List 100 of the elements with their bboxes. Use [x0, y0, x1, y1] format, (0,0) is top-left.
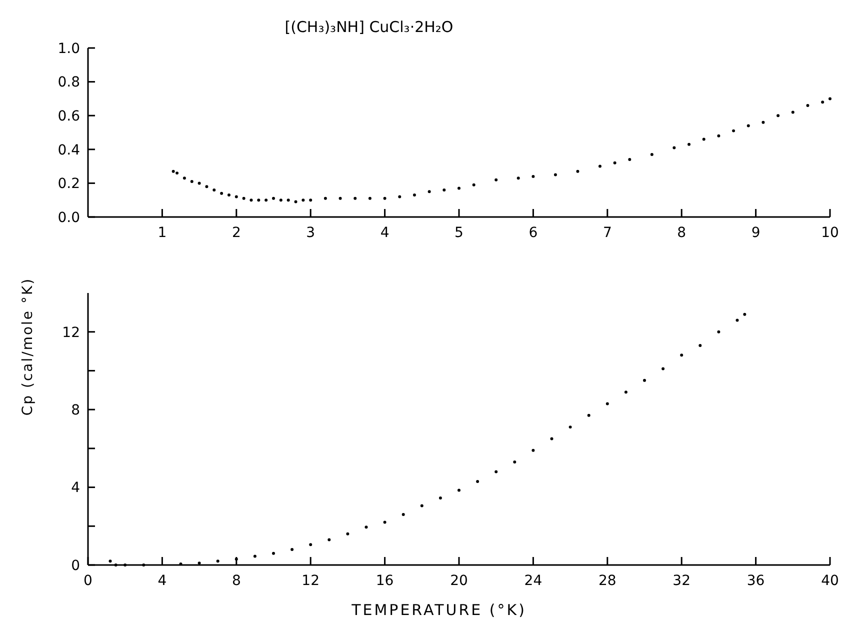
y-tick-label: 4 [71, 480, 80, 496]
point [108, 560, 112, 563]
point [198, 182, 201, 185]
point [643, 378, 646, 382]
point [364, 526, 368, 529]
point [791, 110, 794, 114]
y-tick-label: 0.6 [58, 108, 80, 124]
chart-title: [(CH₃)₃NH] CuCl₃·2H₂O [284, 18, 454, 36]
point [250, 198, 253, 202]
y-tick-label: 0.4 [58, 142, 80, 158]
x-tick-label: 2 [232, 225, 241, 241]
x-tick-label: 8 [232, 573, 241, 589]
x-tick-label: 8 [677, 225, 686, 241]
point [172, 170, 175, 173]
point [176, 172, 179, 175]
y-axis-title: Cp (cal/mole °K) [20, 277, 36, 416]
x-tick-label: 20 [450, 573, 468, 589]
point [494, 178, 498, 182]
point [587, 414, 590, 417]
point [532, 174, 535, 178]
point [428, 190, 431, 194]
point [680, 354, 684, 357]
point [114, 564, 118, 566]
point [476, 480, 480, 483]
point [272, 196, 275, 200]
point [286, 198, 290, 202]
point [216, 560, 220, 563]
point [458, 488, 460, 492]
y-tick-label: 1.0 [58, 40, 80, 57]
point [420, 504, 424, 508]
point [576, 170, 580, 173]
x-tick-label: 16 [376, 573, 394, 589]
point [554, 173, 557, 176]
point [294, 200, 298, 204]
point [776, 114, 780, 118]
point [532, 448, 535, 452]
x-tick-label: 4 [380, 225, 390, 241]
point [688, 142, 691, 146]
point [702, 138, 706, 141]
x-tick-label: 40 [821, 573, 839, 589]
x-tick-label: 32 [672, 573, 691, 589]
x-axis-title: TEMPERATURE (°K) [350, 601, 526, 619]
point [628, 158, 632, 162]
x-tick-label: 1 [158, 225, 167, 241]
point [354, 196, 357, 200]
point [650, 152, 654, 156]
point [383, 520, 386, 524]
point [472, 183, 476, 186]
point [513, 460, 516, 464]
point [242, 196, 246, 200]
point [234, 195, 238, 198]
x-tick-label: 4 [158, 573, 167, 589]
point [257, 198, 260, 202]
point [234, 558, 238, 561]
point [205, 185, 208, 188]
point [220, 192, 224, 195]
point [717, 330, 720, 334]
point [442, 188, 446, 192]
x-tick-label: 0 [84, 573, 92, 589]
x-tick-label: 6 [528, 225, 538, 241]
point [279, 198, 282, 202]
y-tick-label: 0.0 [58, 210, 80, 226]
point [828, 97, 832, 100]
point [272, 552, 275, 555]
point [302, 198, 305, 202]
point [438, 496, 442, 500]
x-tick-label: 36 [746, 573, 765, 589]
point [309, 198, 312, 202]
x-tick-label: 10 [821, 225, 839, 241]
point [662, 367, 665, 370]
point [568, 426, 572, 429]
point [398, 195, 402, 198]
x-tick-label: 9 [751, 225, 760, 241]
point [672, 146, 676, 150]
x-tick-label: 24 [524, 573, 542, 589]
point [550, 437, 554, 440]
point [624, 390, 628, 394]
point [698, 344, 702, 347]
point [717, 134, 720, 138]
x-tick-label: 5 [454, 225, 464, 241]
y-tick-label: 0.8 [58, 74, 80, 91]
y-tick-label: 8 [71, 402, 80, 418]
point [412, 194, 416, 197]
x-tick-label: 3 [306, 225, 316, 241]
point [253, 554, 256, 558]
point [338, 196, 342, 200]
point [743, 312, 746, 316]
point [328, 538, 331, 542]
point [227, 194, 230, 197]
point [190, 180, 194, 183]
point [494, 470, 498, 474]
x-tick-label: 7 [602, 225, 612, 241]
point [182, 176, 186, 180]
point [402, 512, 405, 516]
point [516, 176, 520, 180]
point [458, 186, 460, 190]
point [368, 196, 372, 200]
point [212, 188, 216, 192]
point [746, 124, 750, 128]
point [762, 120, 765, 124]
